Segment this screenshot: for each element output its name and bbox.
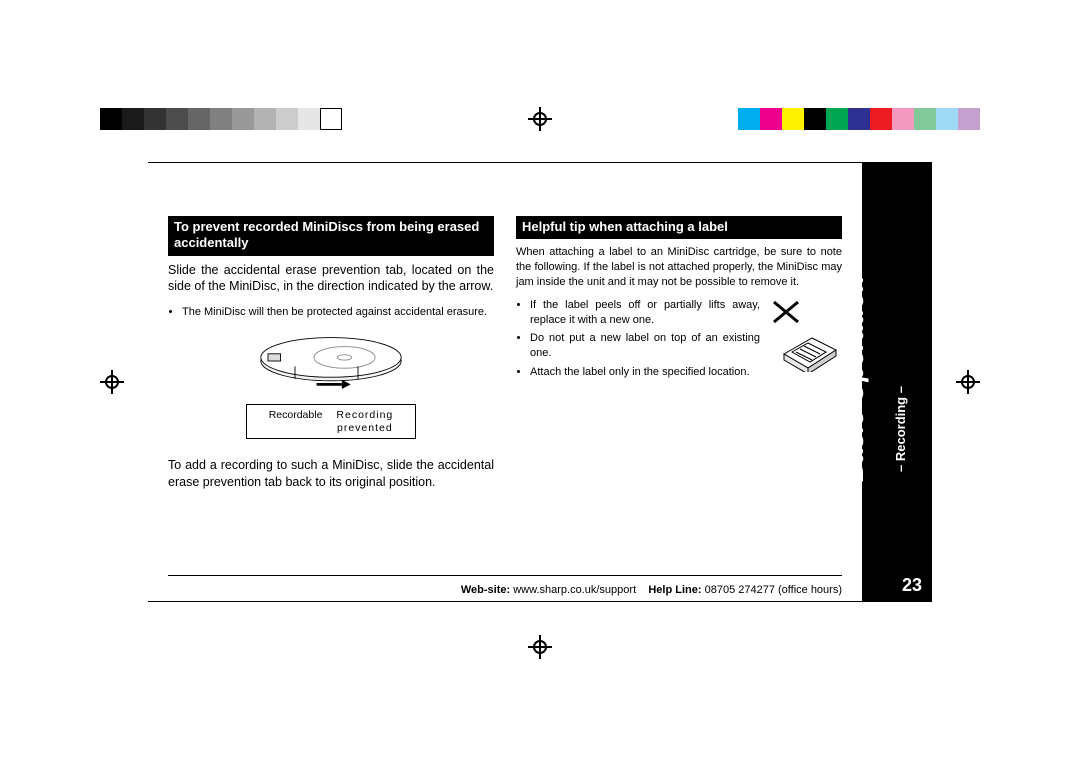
body-text: To add a recording to such a MiniDisc, s… xyxy=(168,457,494,491)
list-item: Do not put a new label on top of an exis… xyxy=(530,331,760,361)
label-placement-illustration xyxy=(768,298,842,375)
footer-website-label: Web-site: xyxy=(461,584,510,596)
content-area: To prevent recorded MiniDiscs from being… xyxy=(168,216,842,568)
bullet-list: The MiniDisc will then be protected agai… xyxy=(168,305,494,320)
color-bar-strip xyxy=(738,108,980,130)
page: Basic Operation – Recording – 23 To prev… xyxy=(0,0,1080,763)
figure-label-recording-prevented: Recording prevented xyxy=(336,409,393,434)
left-column: To prevent recorded MiniDiscs from being… xyxy=(168,216,494,568)
list-item: The MiniDisc will then be protected agai… xyxy=(182,305,494,320)
grayscale-step-wedge xyxy=(100,108,342,130)
footer-website-value: www.sharp.co.uk/support xyxy=(513,584,636,596)
heading-prevent-erase: To prevent recorded MiniDiscs from being… xyxy=(168,216,494,256)
registration-mark-icon xyxy=(956,370,980,394)
side-tab: Basic Operation – Recording – 23 xyxy=(862,162,932,602)
footer-rule xyxy=(168,575,842,576)
list-item: If the label peels off or partially lift… xyxy=(530,298,760,328)
page-crop-frame: Basic Operation – Recording – 23 To prev… xyxy=(148,162,932,602)
body-text: Slide the accidental erase prevention ta… xyxy=(168,262,494,296)
figure-labels: Recordable Recording prevented xyxy=(246,404,416,439)
registration-mark-icon xyxy=(100,370,124,394)
minidisc-cartridge-icon xyxy=(768,298,842,372)
body-text: When attaching a label to an MiniDisc ca… xyxy=(516,245,842,290)
section-title: – Recording – xyxy=(893,386,908,472)
right-column: Helpful tip when attaching a label When … xyxy=(516,216,842,568)
registration-mark-icon xyxy=(528,107,552,131)
footer-helpline-value: 08705 274277 (office hours) xyxy=(705,584,842,596)
chapter-title: Basic Operation xyxy=(839,275,870,482)
minidisc-illustration: Recordable Recording prevented xyxy=(231,334,431,439)
footer-helpline-label: Help Line: xyxy=(648,584,701,596)
registration-mark-icon xyxy=(528,635,552,659)
minidisc-icon xyxy=(241,334,421,397)
heading-label-tip: Helpful tip when attaching a label xyxy=(516,216,842,239)
list-item: Attach the label only in the specified l… xyxy=(530,365,760,380)
page-number: 23 xyxy=(902,575,922,596)
figure-label-recordable: Recordable xyxy=(269,409,323,434)
footer-text: Web-site: www.sharp.co.uk/support Help L… xyxy=(168,584,842,596)
